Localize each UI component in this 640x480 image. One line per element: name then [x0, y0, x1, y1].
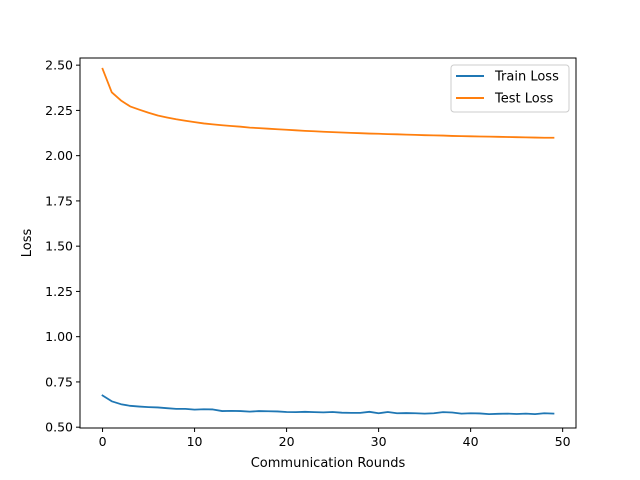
- legend-label-test-loss: Test Loss: [494, 92, 553, 107]
- x-tick-label: 20: [279, 434, 295, 449]
- plot-lines: [101, 67, 555, 416]
- x-axis-label: Communication Rounds: [251, 456, 406, 471]
- x-tick-label: 30: [371, 434, 387, 449]
- x-tick-label: 10: [187, 434, 203, 449]
- y-tick-label: 2.50: [45, 58, 73, 73]
- y-tick-label: 2.25: [45, 103, 73, 118]
- y-tick-label: 0.75: [45, 374, 73, 389]
- x-tick-label: 50: [555, 434, 571, 449]
- legend: Train Loss Test Loss: [450, 64, 570, 113]
- legend-label-train-loss: Train Loss: [494, 70, 559, 85]
- series-line-test-loss: [101, 67, 555, 139]
- y-axis-ticks: 0.50 0.75 1.00 1.25 1.50 1.75 2.00 2.25 2.50: [45, 58, 80, 435]
- y-tick-label: 1.25: [45, 284, 73, 299]
- x-tick-label: 0: [99, 434, 107, 449]
- x-axis-ticks: 0 10 20 30 40 50: [99, 428, 571, 449]
- series-line-train-loss: [101, 394, 555, 416]
- plot-frame: [79, 57, 577, 429]
- y-tick-label: 1.50: [45, 239, 73, 254]
- y-tick-label: 1.00: [45, 329, 73, 344]
- y-tick-label: 0.50: [45, 420, 73, 435]
- x-tick-label: 40: [463, 434, 479, 449]
- y-tick-label: 2.00: [45, 148, 73, 163]
- y-tick-label: 1.75: [45, 193, 73, 208]
- y-axis-label: Loss: [20, 229, 35, 258]
